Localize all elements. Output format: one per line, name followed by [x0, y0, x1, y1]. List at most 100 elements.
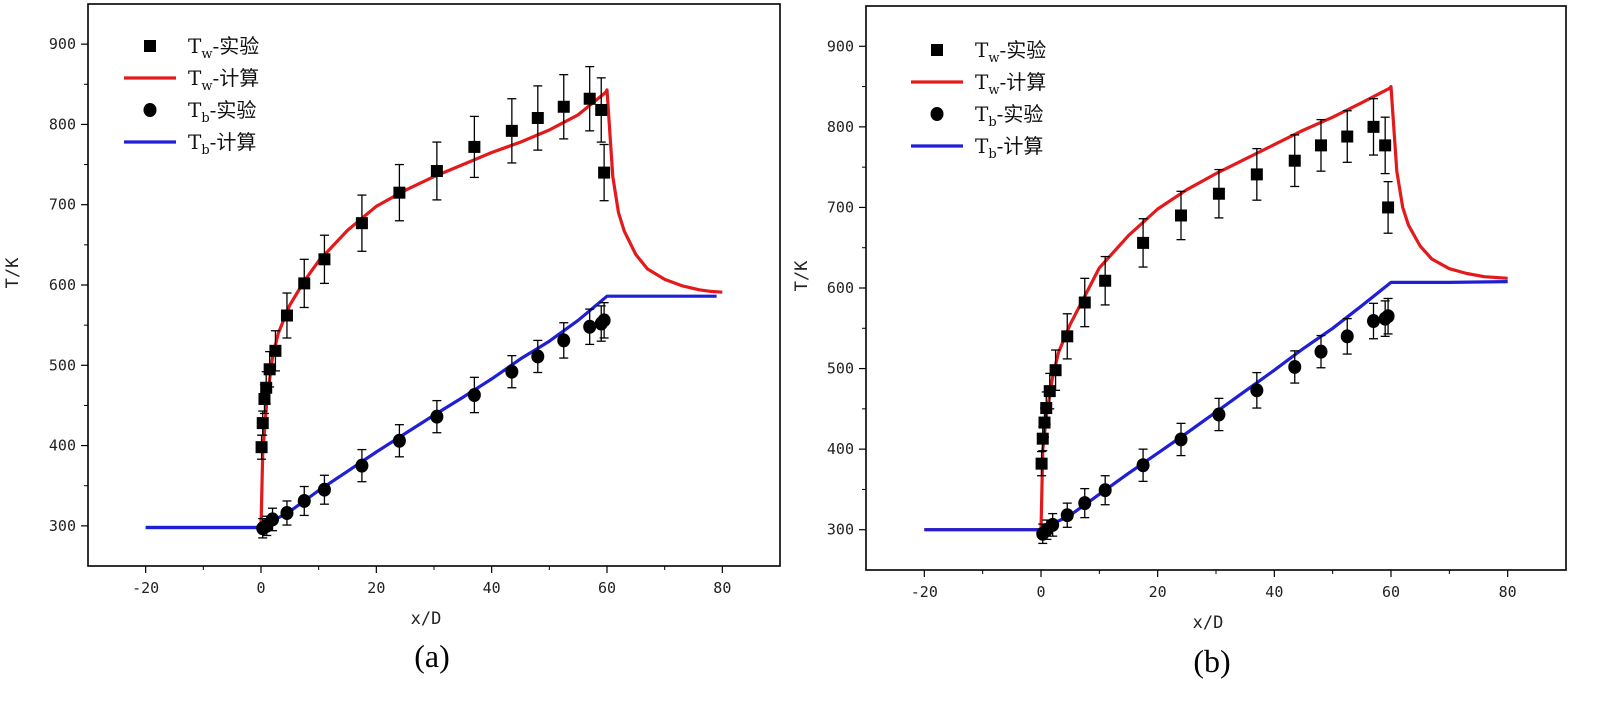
data-point-tw-exp: [1043, 385, 1056, 398]
legend-square-marker: [931, 44, 943, 56]
y-tick-label: 900: [49, 35, 76, 53]
x-tick-label: 40: [1265, 583, 1283, 601]
data-point-tw-exp: [298, 277, 311, 290]
data-point-tb-exp: [1288, 359, 1302, 374]
x-axis-title: x/D: [1193, 613, 1224, 633]
data-point-tw-exp: [255, 441, 268, 454]
legend: Tw-实验 Tw-计算 Tb-实验 Tb-计算: [124, 34, 259, 158]
data-point-tw-exp: [1137, 236, 1150, 249]
panel-caption: (a): [414, 638, 450, 674]
y-tick-label: 700: [49, 196, 76, 214]
data-point-tw-exp: [1078, 296, 1091, 309]
data-point-tb-exp: [531, 349, 545, 364]
y-tick-label: 600: [827, 279, 854, 297]
data-point-tw-exp: [1049, 364, 1062, 377]
series-line-tb-calc: [924, 280, 1508, 532]
chart-panel-b: -20 0 20 40 60 80 300 400 500 600 700 800 900 x/D T/K T…: [792, 5, 1567, 679]
y-tick-label: 800: [827, 118, 854, 136]
data-point-tw-exp: [505, 124, 518, 137]
data-point-tw-exp: [468, 140, 481, 153]
data-point-tw-exp: [1036, 432, 1049, 445]
data-point-tw-exp: [1315, 139, 1327, 152]
data-point-tb-exp: [1060, 508, 1074, 523]
y-tick-label: 800: [49, 115, 76, 133]
data-point-tb-exp: [1174, 432, 1188, 447]
data-point-tw-exp: [1038, 416, 1051, 429]
data-point-tw-exp: [1035, 457, 1048, 470]
data-point-tb-exp: [467, 387, 481, 402]
data-point-tb-exp: [505, 364, 519, 379]
series-line-tb-calc: [145, 294, 717, 530]
x-tick-label: 60: [598, 579, 616, 597]
y-tick-label: 900: [827, 37, 854, 55]
legend-label: Tb-实验: [975, 102, 1043, 130]
data-point-tw-exp: [595, 103, 608, 116]
data-point-tw-exp: [1250, 168, 1263, 181]
data-point-tw-exp: [1099, 274, 1112, 287]
data-point-tb-exp: [1367, 314, 1380, 329]
x-tick-label: 20: [1149, 583, 1167, 601]
data-point-tb-exp: [297, 493, 311, 508]
data-point-tw-exp: [260, 381, 273, 394]
data-point-tw-exp: [1288, 154, 1301, 167]
x-tick-label: 80: [713, 579, 731, 597]
data-point-tb-exp: [430, 409, 444, 424]
data-point-tw-exp: [598, 166, 611, 179]
y-tick-label: 500: [49, 356, 76, 374]
data-point-tw-exp: [1175, 209, 1187, 222]
data-point-tw-exp: [355, 217, 368, 230]
data-point-tb-exp: [1046, 517, 1060, 532]
legend-circle-marker: [930, 107, 944, 121]
x-tick-label: 0: [256, 579, 265, 597]
series-line-tw-calc: [924, 84, 1508, 532]
y-axis-title: T/K: [792, 260, 812, 291]
y-tick-label: 400: [49, 437, 76, 455]
data-point-tw-exp: [583, 92, 596, 105]
x-tick-label: 80: [1499, 583, 1517, 601]
data-point-tb-exp: [597, 313, 611, 328]
y-axis-title: T/K: [3, 257, 23, 288]
data-point-tw-exp: [280, 309, 293, 322]
panel-caption: (b): [1193, 643, 1230, 679]
series-line-tw-calc: [145, 88, 723, 530]
data-point-tw-exp: [263, 363, 276, 376]
legend-label: Tw-实验: [188, 34, 259, 62]
data-point-tb-exp: [1250, 383, 1264, 398]
data-point-tw-exp: [430, 164, 443, 177]
x-tick-label: 20: [367, 579, 385, 597]
data-point-tw-exp: [256, 417, 269, 430]
data-point-tw-exp: [269, 344, 282, 357]
legend-label: Tw-实验: [975, 38, 1046, 66]
y-tick-label: 500: [827, 360, 854, 378]
data-point-tb-exp: [317, 482, 331, 497]
legend-label: Tw-计算: [975, 70, 1046, 98]
y-tick-label: 400: [827, 440, 854, 458]
x-tick-label: -20: [911, 583, 938, 601]
data-point-tw-exp: [1341, 130, 1354, 143]
legend: Tw-实验 Tw-计算 Tb-实验 Tb-计算: [911, 38, 1046, 162]
data-point-tw-exp: [1382, 201, 1395, 214]
x-tick-label: 0: [1036, 583, 1045, 601]
legend-square-marker: [144, 40, 156, 52]
chart-panel-a: -20 0 20 40 60 80 300 400 500 600 700 800 900 x/D T/K T…: [3, 3, 781, 674]
data-point-tw-exp: [557, 100, 570, 113]
data-point-tw-exp: [1061, 330, 1074, 343]
data-point-tb-exp: [355, 458, 369, 473]
data-point-tb-exp: [266, 512, 280, 527]
data-point-tb-exp: [1381, 309, 1395, 324]
data-point-tb-exp: [1314, 344, 1328, 359]
data-point-tw-exp: [1379, 139, 1392, 152]
data-point-tb-exp: [557, 333, 571, 348]
legend-circle-marker: [143, 103, 157, 117]
x-tick-label: 40: [483, 579, 501, 597]
x-tick-label: 60: [1382, 583, 1400, 601]
data-point-tb-exp: [392, 433, 406, 448]
y-tick-label: 300: [827, 521, 854, 539]
y-tick-label: 600: [49, 276, 76, 294]
legend-label: Tw-计算: [188, 66, 259, 94]
data-point-tw-exp: [318, 253, 331, 266]
data-point-tb-exp: [1212, 407, 1226, 422]
plot-frame: [865, 5, 1567, 571]
legend-label: Tb-计算: [188, 130, 256, 158]
